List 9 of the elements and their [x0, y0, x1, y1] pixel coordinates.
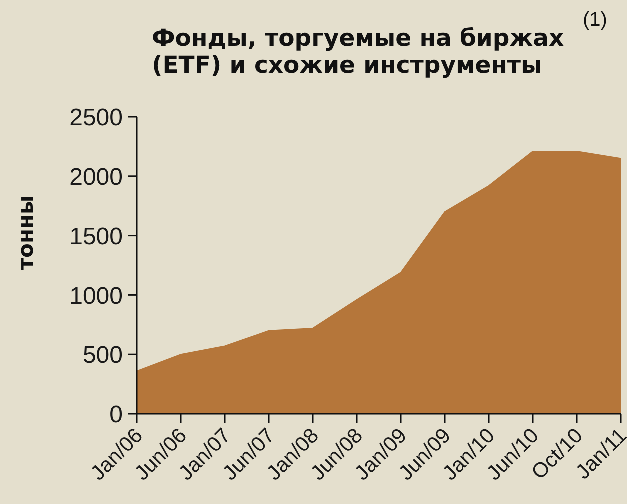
y-tick-label: 0: [110, 402, 123, 429]
chart-title: Фонды, торгуемые на биржах (ETF) и схожие инструменты: [152, 24, 564, 79]
y-tick-label: 2500: [70, 104, 123, 132]
y-tick-label: 2000: [70, 164, 123, 192]
y-tick-label: 1000: [70, 282, 123, 310]
y-tick-label: 500: [82, 342, 123, 370]
y-axis-title: тонны: [14, 196, 38, 270]
text: (1): [583, 9, 608, 32]
y-tick-label: 1500: [70, 223, 123, 250]
